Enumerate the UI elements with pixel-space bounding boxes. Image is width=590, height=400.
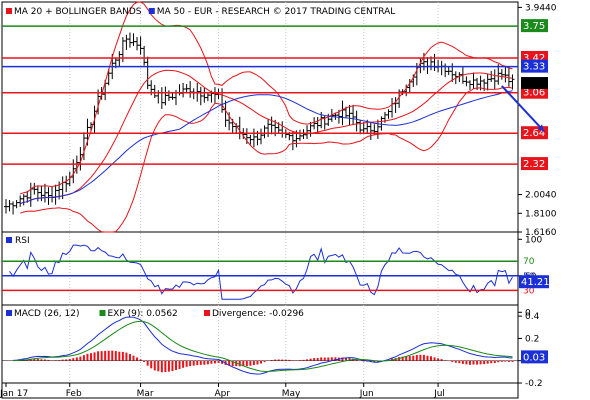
rsi-legend-label: RSI xyxy=(15,236,30,246)
ma50-line xyxy=(20,90,513,205)
level-label-box xyxy=(521,19,548,33)
rsi-level-label: 70 xyxy=(523,257,535,267)
price-y-tick-label: 1.6160 xyxy=(525,228,557,238)
price-panel-frame xyxy=(1,1,519,233)
macd-legend-label: MACD (26, 12) xyxy=(14,309,80,319)
x-tick-label: May xyxy=(282,389,301,399)
level-label: 3.42 xyxy=(523,53,545,64)
price-y-tick-label: 3.9440 xyxy=(525,3,557,13)
price-y-tick-label: 2.0040 xyxy=(525,191,557,201)
macd-legend-swatch xyxy=(99,310,106,316)
x-tick-label: Apr xyxy=(215,389,231,399)
rsi-current-label: 41.21 xyxy=(521,277,550,288)
macd-legend-swatch xyxy=(204,310,210,316)
legend-label: MA 50 - EUR - RESEARCH © 2017 TRADING CE… xyxy=(157,7,395,17)
bollinger-upper-band xyxy=(20,1,513,195)
rsi-current-box xyxy=(519,275,549,289)
last-price-box xyxy=(521,77,548,90)
level-label-box xyxy=(521,59,548,73)
level-label: 2.32 xyxy=(523,159,545,170)
rsi-y-tick-label: 100 xyxy=(525,235,542,245)
macd-y-tick-label: -0.2 xyxy=(525,379,543,389)
bollinger-lower-band xyxy=(20,86,513,233)
price-y-tick-label: 1.8100 xyxy=(525,209,557,219)
level-label: 3.33 xyxy=(523,62,545,73)
rsi-line xyxy=(9,244,513,300)
macd-y-tick-label: 0.2 xyxy=(525,334,539,344)
level-label: 2.64 xyxy=(523,128,545,139)
macd-line xyxy=(13,316,513,375)
x-tick-label: Jan 17 xyxy=(0,389,28,399)
target-arrowhead xyxy=(538,124,544,132)
x-tick-label: Feb xyxy=(66,389,82,399)
legend-swatch xyxy=(148,8,155,14)
level-label: 3.06 xyxy=(523,88,545,99)
macd-legend-label: Divergence: -0.0296 xyxy=(212,309,304,319)
legend-label: MA 20 + BOLLINGER BANDS xyxy=(14,7,142,17)
rsi-y-tick-label: 0 xyxy=(525,308,531,318)
x-tick-label: Jun xyxy=(359,389,374,399)
macd-y-tick-label: 0.4 xyxy=(525,312,540,322)
rsi-panel-frame xyxy=(1,231,519,306)
level-label-box xyxy=(521,157,548,171)
signal-line xyxy=(13,320,513,373)
target-arrow xyxy=(501,85,545,132)
x-axis-frame xyxy=(1,382,519,399)
level-label: 3.75 xyxy=(523,21,545,32)
macd-current-label: 0.03 xyxy=(523,352,545,363)
x-tick-label: Mar xyxy=(137,389,154,399)
rsi-legend-swatch xyxy=(6,237,12,243)
legend-swatch xyxy=(6,8,12,14)
rsi-level-label: 30 xyxy=(523,286,535,296)
ma20-line xyxy=(20,69,513,205)
macd-legend-label: EXP (9): 0.0562 xyxy=(108,309,178,319)
macd-current-box xyxy=(521,350,548,364)
x-tick-label: Jul xyxy=(433,389,445,399)
macd-legend-swatch xyxy=(6,310,12,316)
